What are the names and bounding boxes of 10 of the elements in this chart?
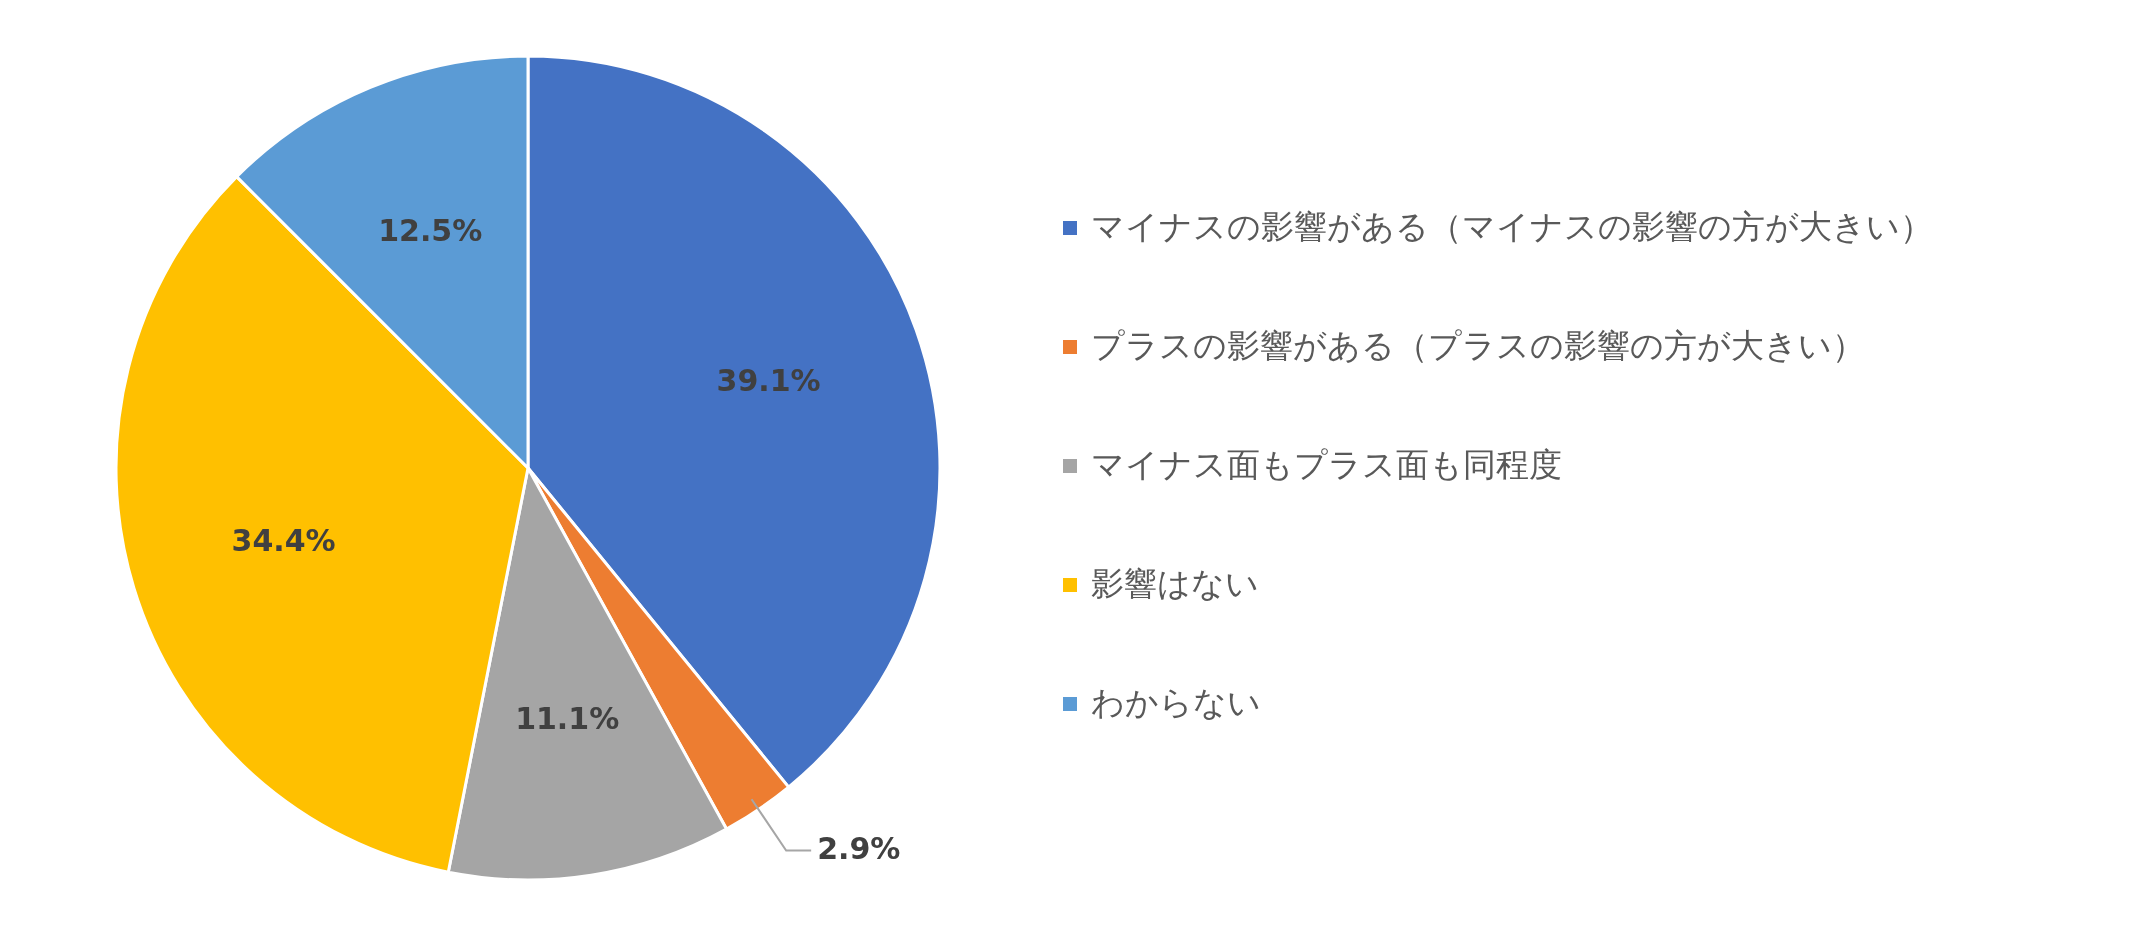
data-label: 11.1% bbox=[515, 700, 620, 736]
legend-label: マイナス面もプラス面も同程度 bbox=[1091, 444, 1562, 484]
data-label: 39.1% bbox=[716, 362, 821, 398]
legend-label: わからない bbox=[1091, 682, 1261, 722]
data-label: 12.5% bbox=[378, 212, 483, 248]
data-label: 34.4% bbox=[231, 522, 336, 558]
legend-label: 影響はない bbox=[1091, 563, 1259, 603]
legend-label: マイナスの影響がある（マイナスの影響の方が大きい） bbox=[1091, 206, 1933, 246]
data-label: 2.9% bbox=[817, 830, 901, 866]
legend-label: プラスの影響がある（プラスの影響の方が大きい） bbox=[1091, 325, 1865, 365]
